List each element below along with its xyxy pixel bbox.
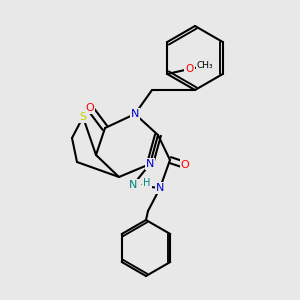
Text: O: O [181, 160, 189, 170]
Text: O: O [181, 160, 189, 170]
Text: S: S [80, 112, 87, 122]
Text: H: H [143, 178, 151, 188]
Text: N: N [129, 180, 137, 190]
Text: CH₃: CH₃ [197, 61, 214, 70]
Text: ·H: ·H [140, 180, 151, 190]
Text: N: N [146, 159, 154, 169]
Text: O: O [85, 103, 94, 113]
Text: O: O [185, 64, 194, 74]
Text: N: N [129, 180, 137, 190]
Text: N: N [156, 183, 164, 193]
Text: O: O [85, 103, 94, 113]
Text: N: N [131, 109, 139, 119]
